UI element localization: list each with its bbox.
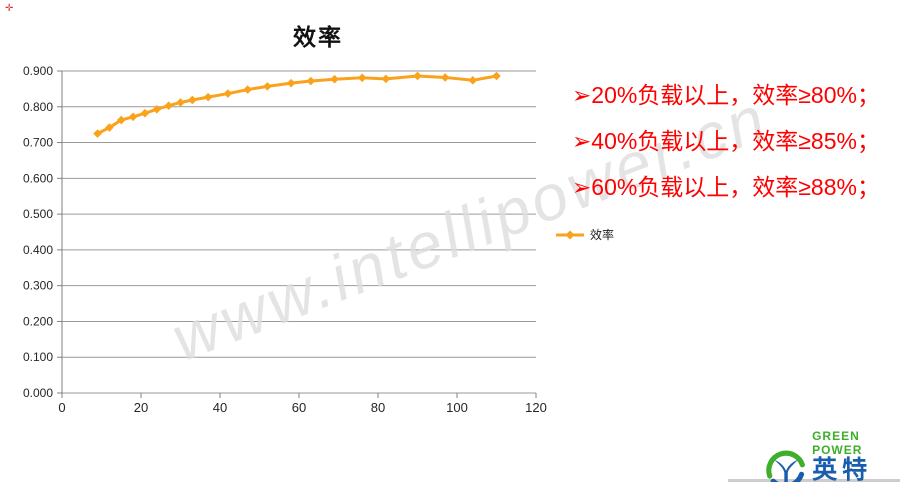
svg-text:0.700: 0.700 xyxy=(23,136,53,150)
brand-name-en: GREEN POWER xyxy=(812,429,863,457)
legend-marker-icon xyxy=(556,230,584,239)
requirement-line-3: ➢60%负载以上，效率≥88%； xyxy=(572,174,880,200)
svg-text:0.300: 0.300 xyxy=(23,279,53,293)
requirement-line-2: ➢40%负载以上，效率≥85%； xyxy=(572,128,880,154)
svg-text:0.400: 0.400 xyxy=(23,243,53,257)
svg-text:0.000: 0.000 xyxy=(23,386,53,400)
logo-text: GREEN POWER 英特利 xyxy=(812,429,900,482)
svg-text:0.900: 0.900 xyxy=(23,64,53,78)
green-power-swirl-icon xyxy=(766,450,805,482)
svg-text:0.500: 0.500 xyxy=(23,207,53,221)
svg-text:0: 0 xyxy=(58,400,65,415)
bottom-border xyxy=(728,479,900,482)
svg-text:0.800: 0.800 xyxy=(23,100,53,114)
corner-mark: ✛ xyxy=(5,3,14,14)
legend-label: 效率 xyxy=(590,228,615,242)
requirement-line-1: ➢20%负载以上，效率≥80%； xyxy=(572,82,880,108)
svg-text:60: 60 xyxy=(292,400,306,415)
brand-name-cn: 英特利 xyxy=(812,456,873,482)
svg-text:0.600: 0.600 xyxy=(23,171,53,185)
svg-text:120: 120 xyxy=(525,400,547,415)
legend: 效率 xyxy=(555,226,614,243)
svg-text:0.200: 0.200 xyxy=(23,314,53,328)
svg-text:100: 100 xyxy=(446,400,468,415)
company-logo: GREEN POWER 英特利 xyxy=(762,429,900,482)
svg-text:20: 20 xyxy=(134,400,148,415)
efficiency-requirements: ➢20%负载以上，效率≥80%； ➢40%负载以上，效率≥85%； ➢60%负载… xyxy=(572,72,880,210)
svg-text:40: 40 xyxy=(213,400,227,415)
svg-text:80: 80 xyxy=(371,400,385,415)
svg-text:0.100: 0.100 xyxy=(23,350,53,364)
chart-title: 效率 xyxy=(293,24,343,50)
